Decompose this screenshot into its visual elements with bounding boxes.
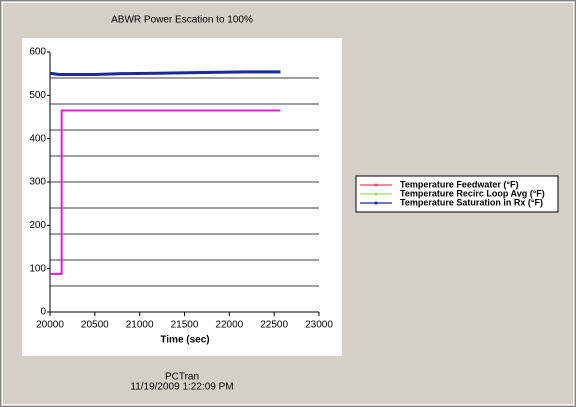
y-tick-label: 0	[40, 307, 46, 318]
legend-marker	[374, 192, 378, 196]
legend-label: Temperature Recirc Loop Avg (°F)	[400, 188, 545, 198]
y-tick-label: 300	[29, 177, 46, 188]
plot-panel	[22, 38, 342, 356]
legend-marker	[374, 183, 378, 187]
y-tick-label: 500	[29, 90, 46, 101]
x-tick-label: 20500	[81, 320, 109, 331]
y-tick-label: 200	[29, 220, 46, 231]
x-tick-label: 22500	[260, 320, 288, 331]
x-tick-label: 21500	[171, 320, 199, 331]
legend-label: Temperature Feedwater (°F)	[400, 179, 518, 189]
legend-marker	[374, 201, 378, 205]
series-line	[50, 109, 281, 275]
x-tick-label: 23000	[305, 320, 333, 331]
y-tick-label: 600	[29, 47, 46, 58]
legend-label: Temperature Saturation in Rx (°F)	[400, 197, 543, 207]
y-tick-label: 100	[29, 263, 46, 274]
x-axis-label: Time (sec)	[160, 335, 209, 346]
x-tick-label: 21000	[126, 320, 154, 331]
x-tick-label: 20000	[36, 320, 64, 331]
y-tick-label: 400	[29, 133, 46, 144]
footer: 11/19/2009 1:22:09 PM	[130, 382, 233, 393]
series-line	[49, 70, 281, 77]
chart-title: ABWR Power Escation to 100%	[111, 15, 253, 26]
x-tick-label: 22000	[215, 320, 243, 331]
footer: PCTran	[165, 372, 199, 383]
